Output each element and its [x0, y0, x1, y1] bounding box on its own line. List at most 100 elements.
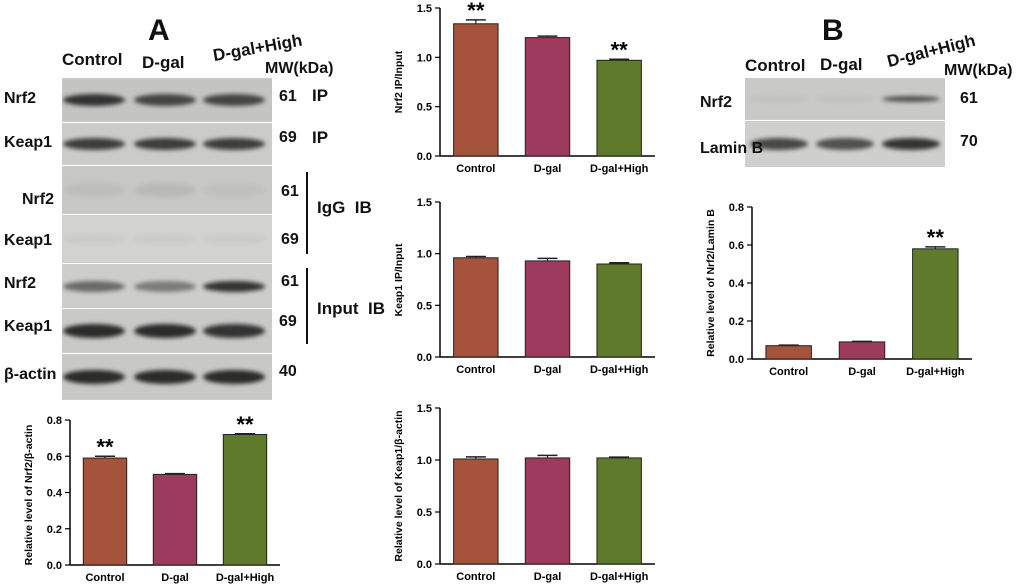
blot-band: [203, 94, 265, 106]
panel-b-letter: B: [822, 14, 844, 47]
x-tick-label: D-gal+High: [590, 364, 649, 376]
mw-header: MW(kDa): [265, 60, 334, 77]
y-tick-label: 0.0: [417, 151, 432, 163]
row-label-nrf2-input: Nrf2: [4, 275, 37, 292]
x-tick-label: D-gal+High: [590, 163, 649, 175]
mw-value: 69: [279, 129, 297, 146]
significance-label: **: [96, 434, 114, 459]
chart-keap1-ip: 0.0 0.5 1.0 1.5 Keap1 IP/Input Control D-gal D-…: [393, 197, 655, 376]
y-tick-label: 1.0: [417, 455, 432, 467]
group-label-input-ib: Input IB: [317, 299, 385, 318]
blot-band: [203, 138, 265, 150]
x-tick-label: D-gal: [534, 364, 562, 376]
blot-band: [63, 94, 125, 106]
bar: [838, 341, 886, 360]
mw-value: 40: [279, 363, 297, 380]
lane-label-control: Control: [62, 50, 123, 69]
bracket-line-input: [306, 268, 308, 344]
y-axis-label: Nrf2 IP/Input: [393, 50, 405, 113]
blot-band: [63, 370, 125, 384]
blot-strip: [745, 78, 945, 120]
blot-band: [816, 96, 874, 102]
blot-strip: [62, 123, 272, 165]
blot-strip: [62, 78, 272, 122]
bar: [765, 345, 812, 360]
blot-band: [134, 94, 196, 106]
bar: [453, 257, 499, 358]
y-tick-label: 0.2: [729, 316, 744, 328]
mw-value: 69: [281, 231, 299, 248]
y-axis-label: Relative level of Nrf2/Lamin B: [705, 209, 717, 357]
blot-band: [134, 234, 196, 244]
mw-value: 70: [960, 133, 978, 150]
chart-nrf2-ip: 0.0 0.5 1.0 1.5 Nrf2 IP/Input ** Control D-gal *…: [393, 0, 655, 175]
y-tick-label: 1.5: [417, 403, 432, 415]
chart-nrf2-laminb: 0.0 0.2 0.4 0.6 0.8 Relative level of Nrf2/La…: [705, 202, 972, 378]
significance-label: **: [611, 37, 629, 62]
blot-band: [134, 280, 196, 292]
blot-strip: [62, 215, 272, 263]
mw-value: 61: [281, 183, 299, 200]
lane-label-dgal: D-gal: [820, 55, 863, 74]
significance-label: **: [927, 225, 945, 250]
y-tick-label: 0.5: [417, 507, 432, 519]
row-label-actin: β-actin: [4, 366, 57, 383]
x-tick-label: D-gal+High: [590, 571, 649, 583]
blot-band: [750, 138, 808, 150]
x-tick-label: D-gal: [534, 571, 562, 583]
y-tick-label: 0.0: [417, 352, 432, 364]
blot-band: [134, 370, 196, 384]
bar: [596, 59, 642, 157]
y-axis-label: Relative level of Keap1/β-actin: [393, 410, 405, 561]
blot-band: [816, 138, 874, 150]
x-tick-label: Control: [769, 366, 808, 378]
row-label-nrf2-igg: Nrf2: [22, 191, 55, 208]
bracket-line-igg: [306, 172, 308, 254]
y-axis-label: Keap1 IP/Input: [393, 243, 405, 316]
x-tick-label: Control: [456, 364, 495, 376]
y-tick-label: 0.5: [417, 300, 432, 312]
blot-strip: [62, 166, 272, 214]
blot-band: [63, 183, 125, 197]
group-label-ip: IP: [312, 86, 329, 105]
x-tick-label: D-gal+High: [906, 366, 965, 378]
significance-label: **: [236, 412, 254, 437]
row-label-laminb: Lamin B: [700, 140, 764, 157]
blot-band: [203, 324, 265, 338]
row-label-keap1-igg: Keap1: [4, 232, 53, 249]
blot-band: [203, 234, 265, 244]
x-tick-label: Control: [85, 572, 124, 584]
y-tick-label: 0.2: [47, 524, 62, 536]
blot-band: [134, 138, 196, 150]
panel-a-letter: A: [148, 14, 170, 47]
y-tick-label: 0.8: [47, 415, 62, 427]
blot-strip: [62, 264, 272, 308]
y-tick-label: 1.0: [417, 249, 432, 261]
mw-value: 61: [960, 90, 978, 107]
row-label-keap1-input: Keap1: [4, 318, 53, 335]
x-tick-label: D-gal: [848, 366, 876, 378]
blot-strip: [62, 354, 272, 400]
blot-band: [134, 183, 196, 197]
blot-strip: [745, 121, 945, 167]
blot-band: [63, 138, 125, 150]
y-tick-label: 0.0: [417, 559, 432, 571]
mw-header: MW(kDa): [944, 62, 1013, 79]
blot-strip: [62, 309, 272, 353]
row-label-keap1-ip: Keap1: [4, 134, 53, 151]
group-label-igg-ib: IgG IB: [317, 198, 372, 217]
blot-band: [134, 324, 196, 338]
row-label-nrf2-b: Nrf2: [700, 94, 733, 111]
bar: [152, 473, 198, 566]
blot-band: [203, 183, 265, 197]
blot-band: [882, 138, 940, 150]
y-tick-label: 0.6: [729, 240, 744, 252]
lane-label-dgal: D-gal: [142, 53, 185, 72]
lane-label-control: Control: [745, 56, 806, 75]
y-tick-label: 1.0: [417, 52, 432, 64]
blot-band: [882, 96, 940, 102]
y-tick-label: 0.6: [47, 451, 62, 463]
y-tick-label: 0.4: [47, 488, 63, 500]
bar: [524, 260, 571, 358]
mw-value: 69: [279, 313, 297, 330]
